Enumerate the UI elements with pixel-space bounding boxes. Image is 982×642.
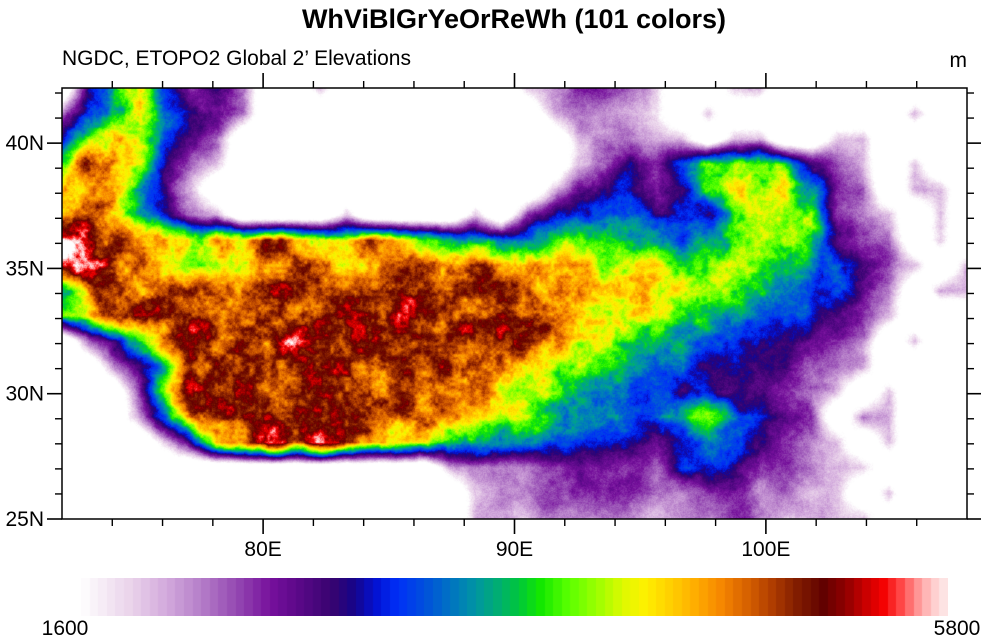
plot-title: WhViBlGrYeOrReWh (101 colors) (301, 4, 727, 34)
x-tick-label: 80E (244, 538, 281, 561)
x-tick-label: 90E (496, 538, 533, 561)
y-tick-label: 30N (5, 383, 44, 406)
y-tick-label: 25N (5, 508, 44, 531)
colorbar-min-label: 1600 (41, 617, 89, 640)
colorbar-max-label: 5800 (933, 617, 981, 640)
elevation-map-canvas (62, 88, 967, 519)
units-label: m (949, 49, 968, 72)
y-tick-label: 35N (5, 257, 44, 280)
plot-subtitle-left: NGDC, ETOPO2 Global 2’ Elevations (62, 47, 411, 70)
x-tick-label: 100E (741, 538, 790, 561)
y-tick-label: 40N (5, 132, 44, 155)
colorbar-canvas (81, 578, 948, 616)
